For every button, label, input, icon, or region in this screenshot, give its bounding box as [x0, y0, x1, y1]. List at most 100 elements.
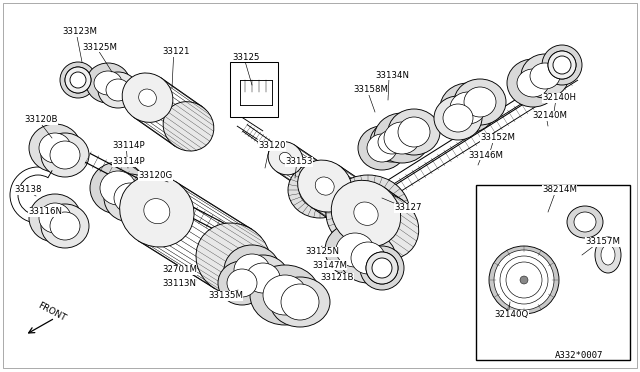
Ellipse shape [358, 126, 406, 170]
Ellipse shape [374, 113, 430, 163]
Ellipse shape [567, 206, 603, 238]
Text: 33123M: 33123M [62, 28, 97, 36]
Ellipse shape [378, 130, 406, 154]
Text: 33146M: 33146M [468, 151, 503, 160]
Ellipse shape [263, 275, 307, 315]
Bar [476, 185, 630, 360]
Text: 33152M: 33152M [480, 134, 515, 142]
Ellipse shape [288, 162, 352, 218]
Text: 33121B: 33121B [320, 273, 353, 282]
Ellipse shape [517, 69, 549, 97]
Text: 33134N: 33134N [375, 71, 409, 80]
Ellipse shape [250, 265, 320, 325]
Text: 33157M: 33157M [585, 237, 620, 247]
Ellipse shape [41, 204, 89, 248]
Ellipse shape [530, 63, 560, 89]
Text: 33120B: 33120B [24, 115, 58, 125]
Ellipse shape [398, 117, 430, 147]
Text: 32701M: 32701M [162, 266, 197, 275]
Ellipse shape [464, 87, 496, 117]
Ellipse shape [29, 194, 81, 242]
Text: 32140H: 32140H [542, 93, 576, 103]
Ellipse shape [450, 92, 486, 124]
Ellipse shape [163, 102, 214, 151]
Ellipse shape [65, 67, 91, 93]
Ellipse shape [300, 172, 341, 208]
Ellipse shape [434, 96, 482, 140]
Ellipse shape [351, 242, 385, 274]
Text: FRONT: FRONT [36, 301, 68, 323]
Ellipse shape [340, 233, 396, 283]
Ellipse shape [106, 79, 130, 101]
Ellipse shape [100, 171, 136, 205]
Ellipse shape [384, 122, 420, 154]
Ellipse shape [65, 67, 91, 93]
Text: 33114P: 33114P [112, 157, 145, 167]
Ellipse shape [336, 233, 374, 267]
Ellipse shape [489, 246, 559, 314]
Ellipse shape [50, 141, 80, 169]
Text: A332*0007: A332*0007 [555, 350, 604, 359]
Ellipse shape [224, 245, 280, 295]
Ellipse shape [520, 276, 528, 284]
Ellipse shape [574, 212, 596, 232]
Ellipse shape [104, 174, 156, 222]
Ellipse shape [366, 252, 398, 284]
Ellipse shape [370, 122, 414, 162]
Ellipse shape [332, 180, 401, 247]
Ellipse shape [388, 109, 440, 155]
Text: 33116N: 33116N [28, 208, 62, 217]
Ellipse shape [349, 193, 419, 260]
Text: 38214M: 38214M [542, 186, 577, 195]
Ellipse shape [227, 269, 257, 297]
Ellipse shape [542, 45, 582, 85]
Ellipse shape [41, 133, 89, 177]
Ellipse shape [70, 72, 86, 88]
Ellipse shape [454, 79, 506, 125]
Ellipse shape [521, 54, 569, 98]
Ellipse shape [98, 72, 138, 108]
Ellipse shape [151, 200, 179, 224]
Ellipse shape [548, 51, 576, 79]
Ellipse shape [500, 256, 548, 304]
Ellipse shape [354, 202, 378, 225]
Ellipse shape [270, 277, 330, 327]
Ellipse shape [494, 250, 554, 310]
Ellipse shape [443, 104, 473, 132]
Text: 33114P: 33114P [112, 141, 145, 151]
Ellipse shape [366, 252, 398, 284]
Ellipse shape [324, 178, 378, 230]
Ellipse shape [360, 246, 404, 290]
Ellipse shape [325, 223, 385, 277]
Ellipse shape [372, 258, 392, 278]
Text: 33120: 33120 [258, 141, 285, 151]
Ellipse shape [39, 133, 71, 163]
Text: 33121: 33121 [162, 48, 189, 57]
Ellipse shape [94, 71, 122, 95]
Ellipse shape [548, 51, 576, 79]
Ellipse shape [234, 254, 270, 286]
Ellipse shape [506, 262, 542, 298]
Text: 33158M: 33158M [353, 86, 388, 94]
Ellipse shape [139, 89, 156, 106]
Ellipse shape [601, 245, 615, 265]
Ellipse shape [595, 237, 621, 273]
Ellipse shape [237, 255, 289, 301]
Ellipse shape [218, 261, 266, 305]
Ellipse shape [144, 199, 170, 224]
Ellipse shape [507, 59, 559, 107]
Ellipse shape [280, 153, 292, 164]
Ellipse shape [367, 134, 397, 162]
Ellipse shape [297, 161, 332, 195]
Text: 33135M: 33135M [208, 292, 243, 301]
Ellipse shape [114, 183, 146, 213]
Text: 33138: 33138 [14, 186, 42, 195]
Text: 33120G: 33120G [138, 171, 172, 180]
Text: 33125: 33125 [232, 52, 259, 61]
Text: 33125M: 33125M [82, 42, 117, 51]
Text: 33113N: 33113N [162, 279, 196, 288]
Ellipse shape [268, 142, 303, 175]
Ellipse shape [440, 83, 496, 133]
Ellipse shape [340, 188, 396, 238]
Ellipse shape [29, 124, 81, 172]
